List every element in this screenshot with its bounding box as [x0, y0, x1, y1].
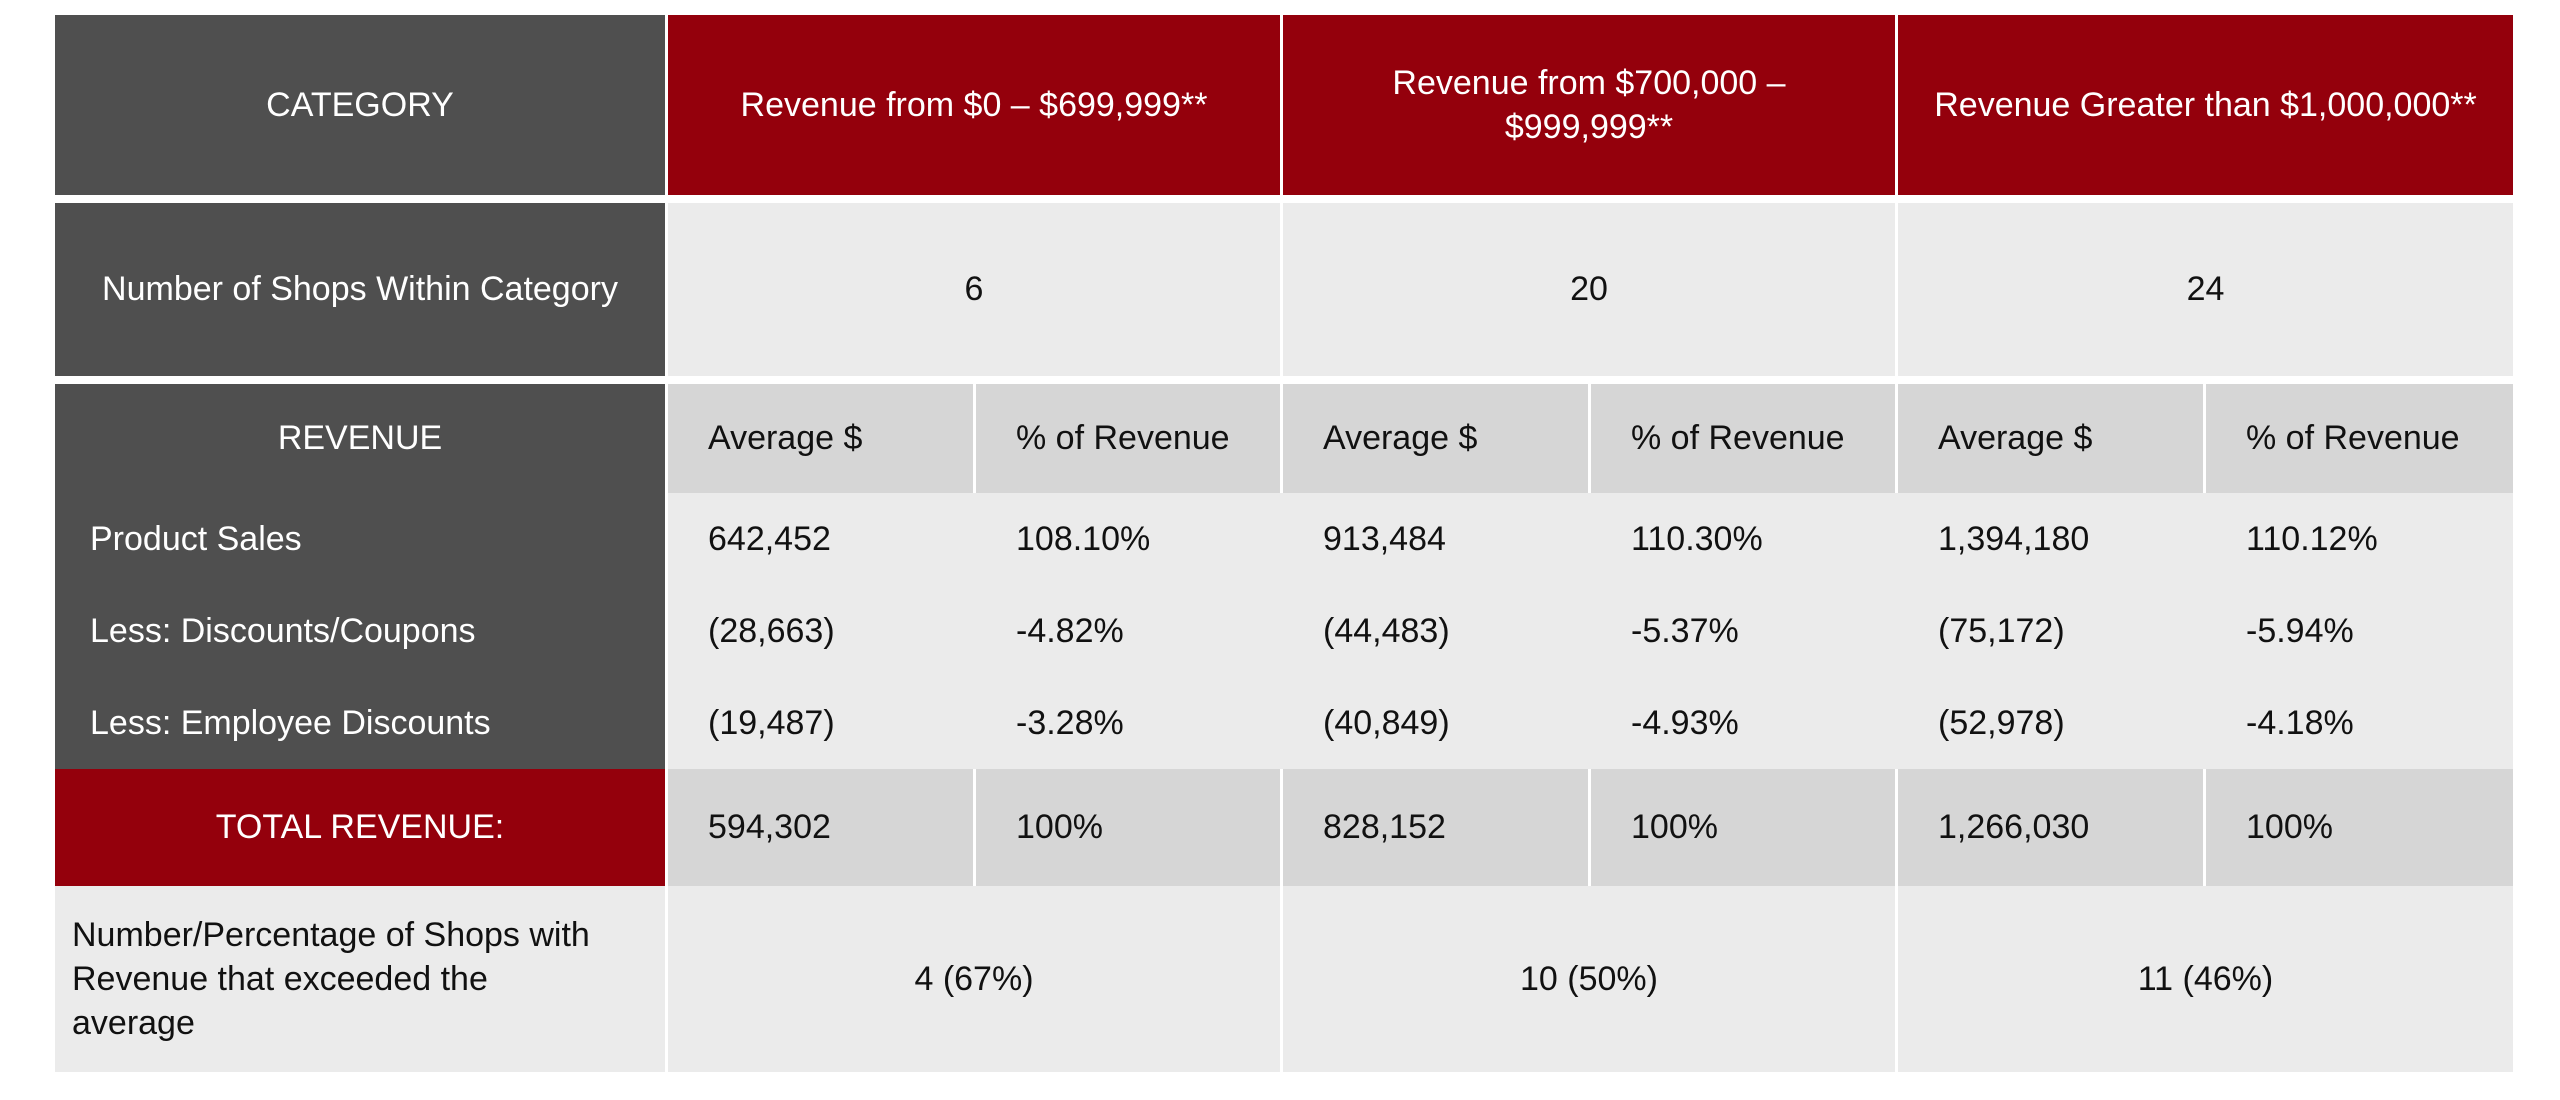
- header-category-2: Revenue from $700,000 – $999,999**: [1283, 15, 1898, 195]
- revenue-table: CATEGORY Revenue from $0 – $699,999** Re…: [55, 15, 2513, 1076]
- shops-count-2: 20: [1283, 195, 1898, 376]
- avg-header-2: Average $: [1283, 376, 1591, 493]
- row-label-product-sales: Product Sales: [55, 493, 668, 585]
- table-cell: (52,978): [1898, 677, 2206, 769]
- pct-header-1: % of Revenue: [976, 376, 1283, 493]
- exceeded-average-1: 4 (67%): [668, 886, 1283, 1072]
- total-revenue-label: TOTAL REVENUE:: [55, 769, 668, 886]
- table-cell: (44,483): [1283, 585, 1591, 677]
- table-cell: -4.18%: [2206, 677, 2513, 769]
- row-label-discounts-coupons: Less: Discounts/Coupons: [55, 585, 668, 677]
- shops-count-1: 6: [668, 195, 1283, 376]
- shops-count-label: Number of Shops Within Category: [55, 195, 668, 376]
- table-cell: -4.93%: [1591, 677, 1898, 769]
- header-category: CATEGORY: [55, 15, 668, 195]
- table-cell: 913,484: [1283, 493, 1591, 585]
- table-cell: -3.28%: [976, 677, 1283, 769]
- table-cell: 1,394,180: [1898, 493, 2206, 585]
- total-cell: 100%: [2206, 769, 2513, 886]
- table-cell: 110.30%: [1591, 493, 1898, 585]
- table-cell: 110.12%: [2206, 493, 2513, 585]
- table-cell: -5.37%: [1591, 585, 1898, 677]
- pct-header-2: % of Revenue: [1591, 376, 1898, 493]
- table-cell: 108.10%: [976, 493, 1283, 585]
- shops-count-3: 24: [1898, 195, 2513, 376]
- total-cell: 1,266,030: [1898, 769, 2206, 886]
- avg-header-1: Average $: [668, 376, 976, 493]
- exceeded-average-3: 11 (46%): [1898, 886, 2513, 1072]
- header-category-3: Revenue Greater than $1,000,000**: [1898, 15, 2513, 195]
- avg-header-3: Average $: [1898, 376, 2206, 493]
- table-cell: 642,452: [668, 493, 976, 585]
- total-cell: 100%: [1591, 769, 1898, 886]
- pct-header-3: % of Revenue: [2206, 376, 2513, 493]
- total-cell: 594,302: [668, 769, 976, 886]
- row-label-employee-discounts: Less: Employee Discounts: [55, 677, 668, 769]
- table-cell: (28,663): [668, 585, 976, 677]
- table-cell: (75,172): [1898, 585, 2206, 677]
- header-category-1: Revenue from $0 – $699,999**: [668, 15, 1283, 195]
- table-cell: (40,849): [1283, 677, 1591, 769]
- revenue-section-label: REVENUE: [55, 376, 668, 493]
- table-cell: (19,487): [668, 677, 976, 769]
- total-cell: 828,152: [1283, 769, 1591, 886]
- exceeded-average-2: 10 (50%): [1283, 886, 1898, 1072]
- total-cell: 100%: [976, 769, 1283, 886]
- table-cell: -5.94%: [2206, 585, 2513, 677]
- table-cell: -4.82%: [976, 585, 1283, 677]
- exceeded-average-label: Number/Percentage of Shops with Revenue …: [55, 886, 668, 1072]
